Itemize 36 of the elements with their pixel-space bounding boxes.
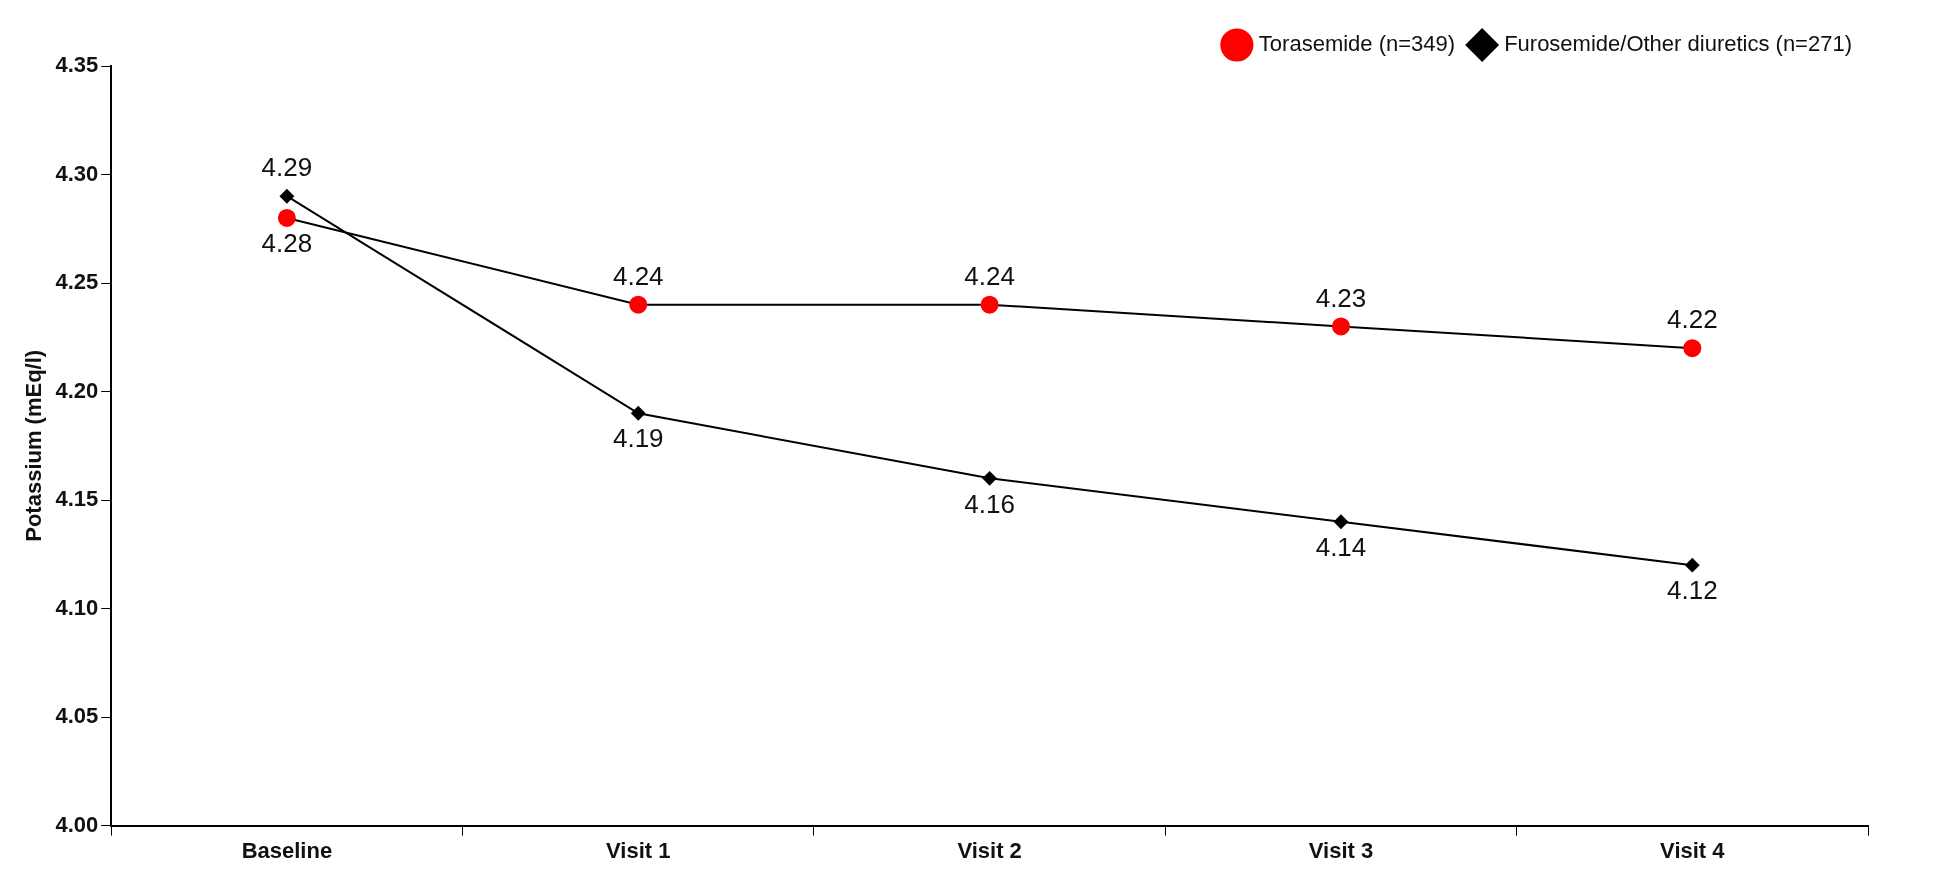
y-tick-label: 4.20 xyxy=(55,377,99,403)
y-tick-label: 4.35 xyxy=(55,52,99,78)
data-label: 4.14 xyxy=(1315,531,1367,562)
y-tick-label: 4.25 xyxy=(55,269,99,295)
data-label: 4.24 xyxy=(964,260,1015,291)
x-tick-label: Visit 4 xyxy=(1660,837,1726,863)
y-tick-label: 4.15 xyxy=(55,486,99,512)
point xyxy=(1685,558,1700,573)
legend-label: Torasemide (n=349) xyxy=(1258,31,1456,57)
y-tick-label: 4.10 xyxy=(55,594,99,620)
data-label: 4.16 xyxy=(964,488,1015,519)
y-tick-label: 4.30 xyxy=(55,160,99,186)
y-tick-label: 4.00 xyxy=(55,811,99,837)
point xyxy=(631,406,646,421)
point xyxy=(629,295,648,314)
data-label: 4.24 xyxy=(612,260,664,291)
point xyxy=(982,471,997,486)
x-tick-label: Visit 3 xyxy=(1308,837,1374,863)
legend-label: Furosemide/Other diuretics (n=271) xyxy=(1504,31,1852,57)
y-tick-label: 4.05 xyxy=(55,703,99,729)
data-label: 4.29 xyxy=(261,152,313,183)
x-tick-label: Visit 1 xyxy=(606,837,671,863)
data-label: 4.23 xyxy=(1315,282,1367,313)
x-tick-label: Visit 2 xyxy=(957,837,1022,863)
point xyxy=(1333,514,1348,529)
data-label: 4.12 xyxy=(1667,575,1718,606)
x-tick-label: Baseline xyxy=(241,837,333,863)
data-label: 4.28 xyxy=(261,228,313,259)
point xyxy=(1683,339,1702,358)
point xyxy=(277,208,296,227)
point xyxy=(1331,317,1350,336)
point xyxy=(279,189,294,204)
data-label: 4.22 xyxy=(1667,304,1718,335)
point xyxy=(980,295,999,314)
data-label: 4.19 xyxy=(612,423,664,454)
y-axis-title: Potassium (mEq/l) xyxy=(21,349,47,542)
